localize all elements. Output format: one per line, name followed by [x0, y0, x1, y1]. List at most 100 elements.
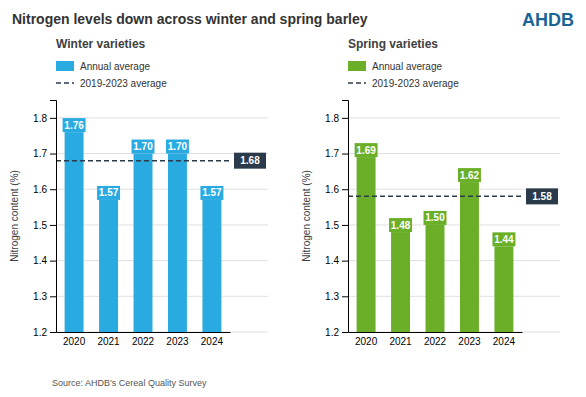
average-line: [348, 196, 524, 198]
data-label-box: [166, 140, 189, 154]
tick-label: 1.5: [325, 220, 339, 231]
bar: [99, 200, 118, 332]
tick-label: 1.6: [33, 184, 47, 195]
data-label: 1.50: [425, 212, 445, 223]
tick-mark: [50, 154, 56, 155]
panel: 1.691.481.501.621.441.581.21.31.41.51.61…: [301, 37, 560, 347]
data-label-box: [492, 232, 515, 246]
tick-mark: [50, 296, 56, 297]
source: Source: AHDB’s Cereal Quality Survey: [52, 378, 207, 388]
legend-swatch: [56, 61, 74, 71]
data-label-box: [132, 140, 155, 154]
average-label-box: [526, 188, 558, 204]
data-label: 1.76: [64, 120, 84, 131]
y-axis: 1.2 1.3 1.4 1.5 1.6 1.7 1.8: [325, 101, 348, 338]
tick-mark: [342, 189, 348, 190]
tick: 1.6: [33, 184, 56, 195]
data-label-box: [458, 168, 481, 182]
x-axis: 2020 2021 2022 2023 2024: [57, 333, 231, 348]
marks: [56, 132, 232, 332]
data-label: 1.48: [391, 220, 411, 231]
legend-label: 2019-2023 average: [372, 78, 459, 89]
data-label: 1.70: [168, 141, 188, 152]
tick-mark: [50, 118, 56, 119]
tick: 1.2: [325, 327, 348, 338]
tick-mark: [50, 225, 56, 226]
y-axis-title: Nitrogen content (%): [301, 170, 312, 262]
tick: 2022: [424, 336, 447, 347]
tick: 1.3: [33, 291, 56, 302]
tick: 2022: [132, 336, 155, 347]
tick-label: 1.2: [325, 327, 339, 338]
tick-mark: [50, 332, 56, 333]
tick-label: 2024: [201, 336, 224, 347]
legend-label: Annual average: [372, 61, 442, 72]
tick-label: 2021: [389, 336, 412, 347]
tick-mark: [50, 261, 56, 262]
tick-label: 1.3: [325, 291, 339, 302]
legend-swatch: [348, 82, 366, 84]
tick: 1.3: [325, 291, 348, 302]
tick-mark: [342, 118, 348, 119]
tick-label: 1.7: [325, 148, 339, 159]
tick: 1.4: [325, 255, 348, 266]
axis-line: [57, 332, 231, 333]
average-label: 1.58: [532, 191, 552, 202]
subtitle: Spring varieties: [348, 37, 438, 51]
tick-mark: [342, 154, 348, 155]
tick-label: 1.8: [33, 113, 47, 124]
legend-swatch: [348, 61, 366, 71]
bar: [494, 246, 513, 332]
tick-label: 1.5: [33, 220, 47, 231]
grid-line: [348, 224, 560, 225]
data-labels: 1.761.571.701.701.57: [63, 118, 224, 200]
grid-line: [348, 153, 560, 154]
tick: 1.5: [325, 220, 348, 231]
tick-label: 2023: [458, 336, 481, 347]
grid-line: [56, 332, 268, 333]
grid-line: [56, 296, 268, 297]
bar: [391, 232, 410, 332]
subtitle: Winter varieties: [56, 37, 146, 51]
tick-label: 2021: [97, 336, 120, 347]
data-label-box: [200, 186, 223, 200]
data-label: 1.44: [494, 234, 514, 245]
tick-label: 1.2: [33, 327, 47, 338]
bar: [168, 154, 187, 332]
tick-label: 2020: [63, 336, 86, 347]
legend: Annual average2019-2023 average: [56, 61, 167, 89]
data-label: 1.70: [133, 141, 153, 152]
tick-label: 1.6: [325, 184, 339, 195]
data-label-box: [63, 118, 86, 132]
axis-line: [349, 332, 523, 333]
data-label-box: [97, 186, 120, 200]
title: Nitrogen levels down across winter and s…: [12, 11, 368, 27]
grid-line: [56, 117, 268, 118]
tick: 2023: [166, 336, 189, 347]
tick: 2021: [389, 336, 412, 347]
tick-label: 2022: [132, 336, 155, 347]
bar: [134, 154, 153, 332]
bar: [426, 225, 445, 332]
y-axis: 1.21.31.41.51.61.71.8: [33, 101, 56, 338]
tick-mark: [342, 261, 348, 262]
marks: [348, 157, 524, 332]
tick: 1.8: [325, 113, 348, 124]
logo-text: AHDB: [522, 10, 574, 30]
tick: 2023: [458, 336, 481, 347]
bar: [202, 200, 221, 332]
grid-line: [56, 260, 268, 261]
data-label-box: [424, 211, 447, 225]
tick: 2020: [355, 336, 378, 347]
tick: 2020: [63, 336, 86, 347]
grid-line: [56, 189, 268, 190]
tick-mark: [342, 296, 348, 297]
bar: [65, 132, 84, 332]
chart: Nitrogen levels down across winter and s…: [0, 0, 586, 397]
tick-label: 1.8: [325, 113, 339, 124]
axis-line: [342, 101, 349, 333]
x-axis: 20202021202220232024: [349, 333, 523, 348]
average-label-box: [234, 153, 266, 169]
data-label: 1.62: [460, 170, 480, 181]
tick-mark: [342, 332, 348, 333]
